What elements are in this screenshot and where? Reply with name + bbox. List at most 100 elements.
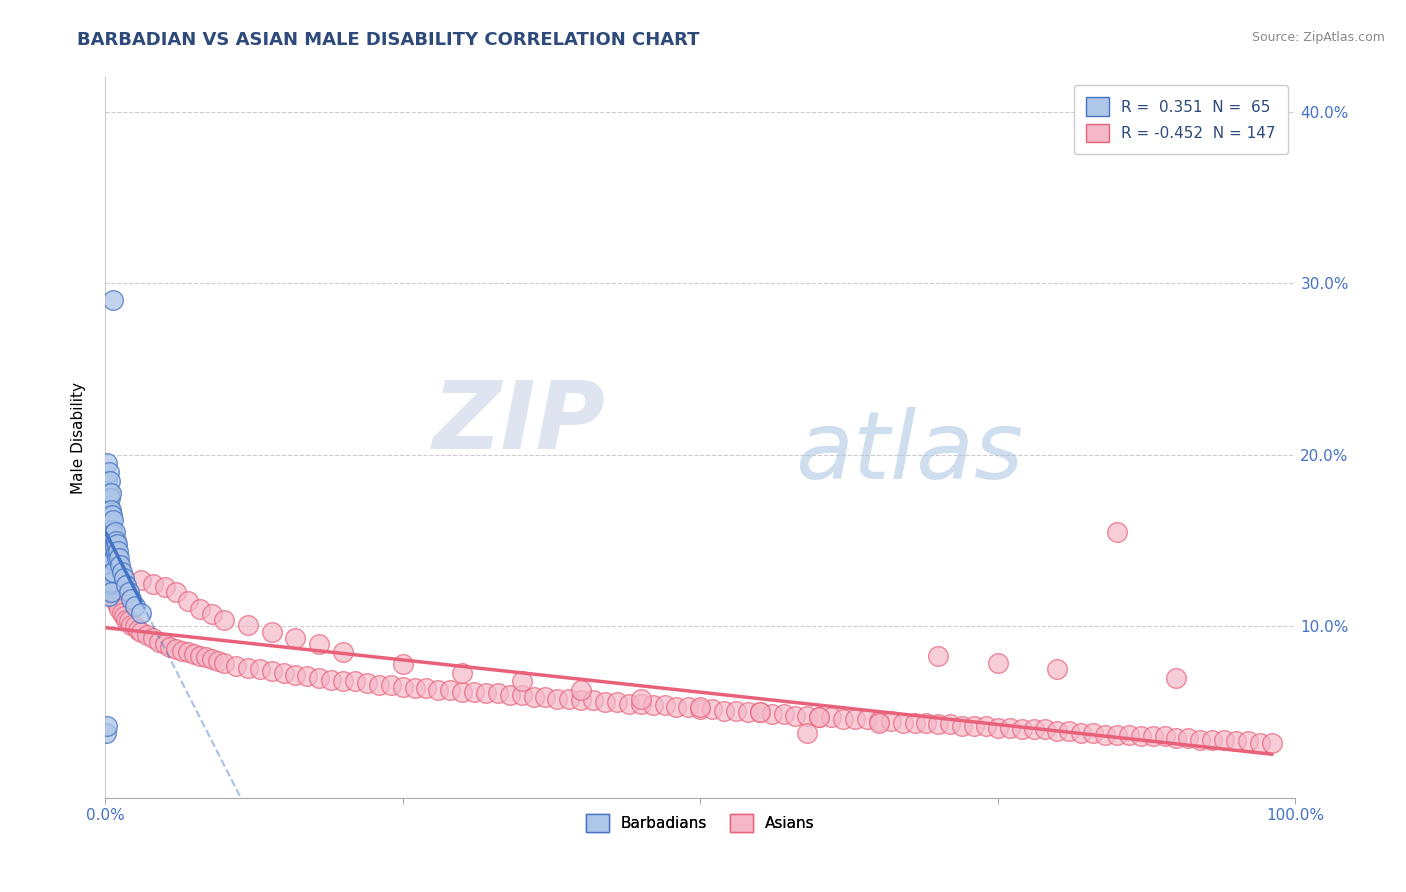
Point (987, 656, 1010, 670)
Point (127, 623, 149, 637)
Point (950, 719, 973, 733)
Point (641, 698, 664, 713)
Point (1213, 732, 1236, 747)
Point (713, 704, 735, 718)
Point (558, 691, 581, 706)
Point (260, 624, 283, 639)
Point (100, 485, 122, 500)
Point (103, 552, 125, 566)
Point (1260, 736, 1282, 750)
Point (380, 678, 402, 692)
Point (678, 700, 700, 714)
Point (96, 548, 118, 562)
Point (153, 637, 176, 651)
Point (96, 719, 118, 733)
Point (499, 688, 522, 702)
Text: ZIP: ZIP (432, 377, 605, 469)
Point (96, 491, 118, 505)
Point (308, 671, 330, 685)
Point (486, 686, 509, 700)
Point (582, 693, 605, 707)
Point (101, 578, 124, 592)
Point (100, 554, 122, 568)
Point (96, 508, 118, 522)
Point (98, 546, 121, 560)
Point (111, 565, 134, 579)
Point (98, 491, 121, 505)
Point (103, 585, 125, 599)
Point (97, 546, 120, 560)
Point (463, 684, 485, 698)
Point (510, 688, 533, 702)
Point (1177, 731, 1199, 745)
Point (101, 537, 124, 551)
Point (201, 607, 224, 622)
Point (689, 702, 711, 716)
Point (796, 726, 818, 740)
Point (124, 619, 146, 633)
Point (868, 715, 890, 730)
Point (1046, 724, 1069, 739)
Point (617, 697, 640, 711)
Point (569, 683, 592, 698)
Point (212, 613, 235, 627)
Point (367, 678, 389, 692)
Point (1153, 729, 1175, 743)
Point (118, 585, 141, 599)
Point (915, 715, 938, 730)
Point (236, 617, 259, 632)
Point (785, 708, 807, 723)
Point (98, 566, 121, 581)
Point (689, 700, 711, 714)
Text: Source: ZipAtlas.com: Source: ZipAtlas.com (1251, 31, 1385, 45)
Point (1081, 726, 1104, 740)
Point (120, 617, 142, 632)
Point (105, 550, 128, 565)
Point (100, 530, 122, 544)
Point (159, 640, 181, 654)
Point (1070, 726, 1092, 740)
Point (451, 665, 474, 680)
Point (1011, 723, 1033, 737)
Point (963, 719, 986, 733)
Point (105, 537, 128, 551)
Point (332, 674, 354, 689)
Point (103, 565, 125, 579)
Point (832, 712, 855, 726)
Point (748, 706, 770, 720)
Point (124, 599, 146, 613)
Point (142, 632, 165, 646)
Point (427, 683, 450, 698)
Y-axis label: Male Disability: Male Disability (72, 382, 86, 494)
Point (103, 526, 125, 541)
Point (98, 508, 121, 522)
Point (737, 706, 759, 720)
Point (415, 681, 437, 696)
Point (569, 693, 592, 707)
Point (195, 650, 218, 665)
Point (343, 674, 366, 689)
Point (177, 593, 200, 607)
Point (879, 714, 901, 728)
Point (101, 550, 124, 565)
Point (1166, 671, 1188, 685)
Point (97, 580, 120, 594)
Point (332, 645, 354, 659)
Point (308, 637, 330, 651)
Point (236, 661, 259, 675)
Point (153, 580, 176, 594)
Point (129, 573, 152, 587)
Point (101, 524, 124, 538)
Point (97, 571, 120, 585)
Point (103, 525, 125, 540)
Point (188, 648, 211, 663)
Point (939, 717, 962, 731)
Point (104, 593, 127, 607)
Point (172, 643, 194, 657)
Point (148, 635, 170, 649)
Point (98, 565, 121, 579)
Point (120, 592, 142, 607)
Point (1201, 732, 1223, 747)
Point (1166, 731, 1188, 745)
Point (844, 712, 866, 726)
